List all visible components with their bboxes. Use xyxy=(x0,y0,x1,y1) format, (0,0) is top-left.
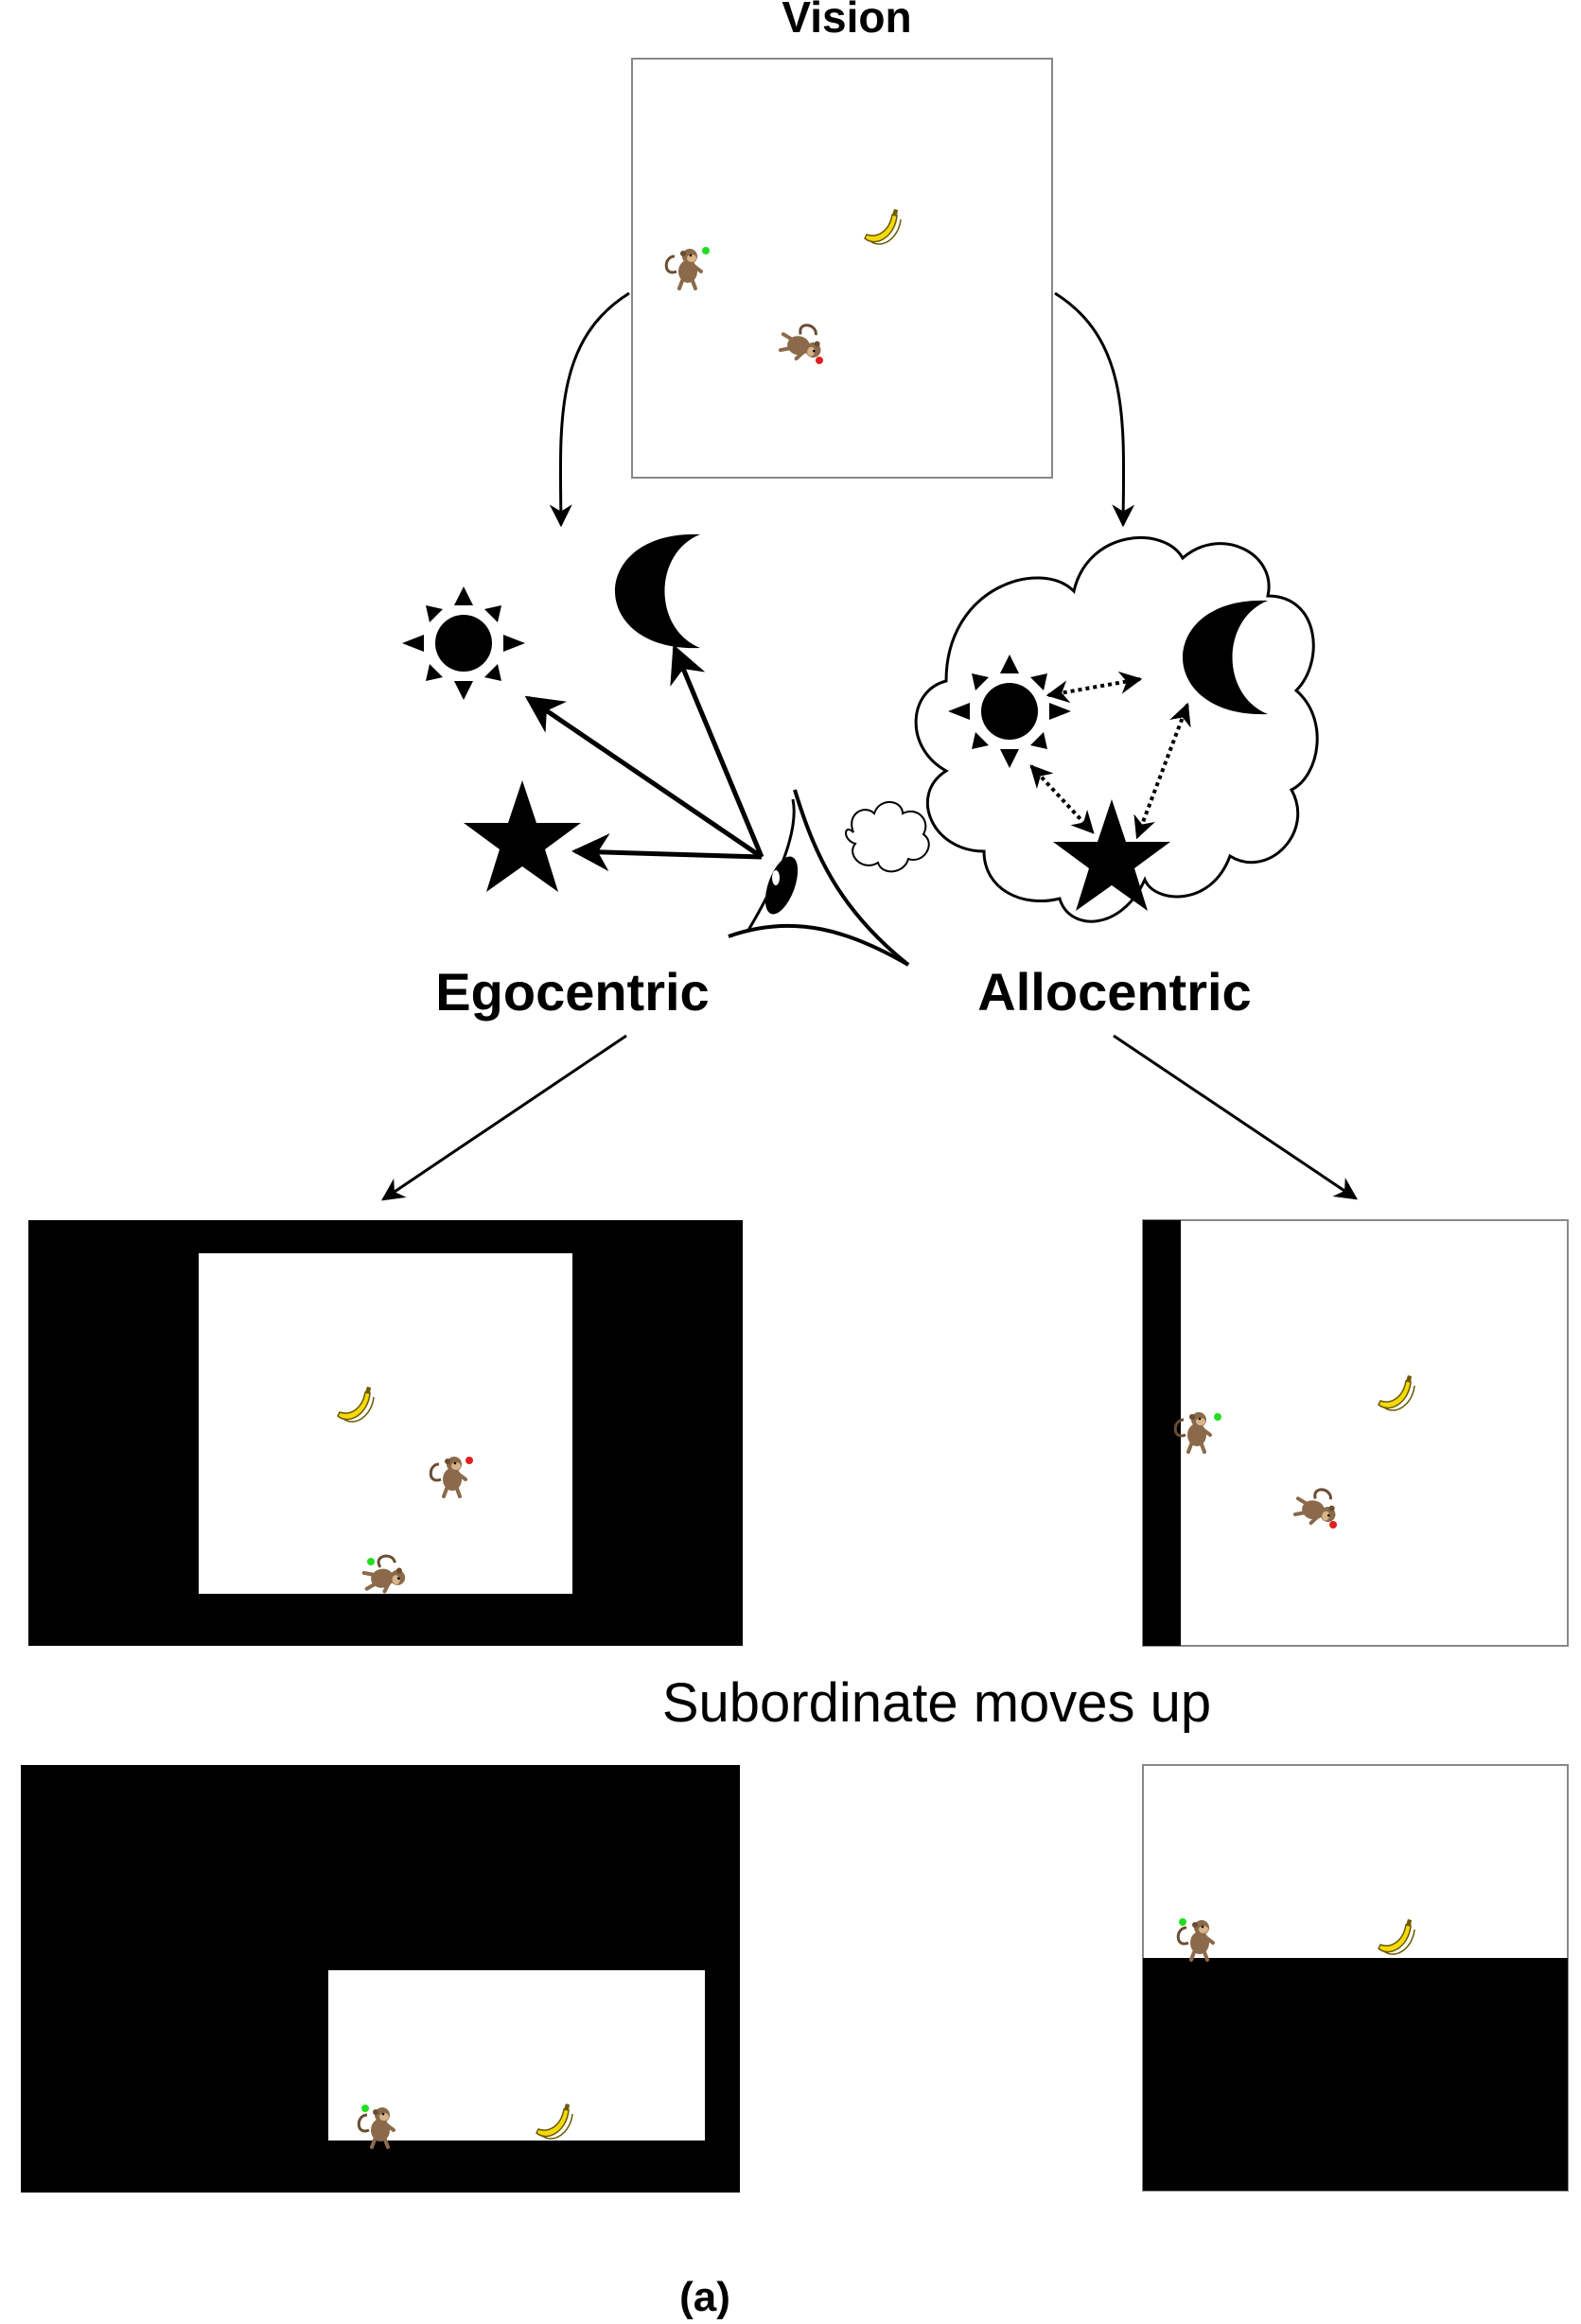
red-marker xyxy=(466,1457,473,1464)
arrow-eye-to-star xyxy=(571,833,763,872)
sun-icon xyxy=(402,586,525,700)
allocentric-cloud xyxy=(914,536,1319,923)
relation-moon-star xyxy=(1133,702,1191,840)
egocentric-label: Egocentric xyxy=(435,962,709,1022)
allocentric-label: Allocentric xyxy=(977,962,1251,1022)
arrow-eye-to-moon xyxy=(670,644,764,858)
vision-panel xyxy=(631,58,1053,479)
red-marker xyxy=(1329,1521,1337,1529)
eye-icon xyxy=(728,789,910,967)
thought-cloud-icon xyxy=(845,801,930,873)
green-marker xyxy=(1214,1413,1221,1421)
allocentric-view-before xyxy=(1142,1219,1569,1647)
moon-icon xyxy=(615,533,700,649)
allocentric-view-after xyxy=(1142,1764,1569,2192)
egocentric-view-before xyxy=(28,1220,743,1646)
egocentric-view-after xyxy=(21,1765,740,2193)
red-marker xyxy=(816,357,823,364)
arrow-vision-to-allocentric xyxy=(1054,291,1135,528)
arrow-eye-to-sun xyxy=(524,695,764,860)
green-marker xyxy=(702,247,710,254)
arrow-allocentric-to-view xyxy=(1113,1034,1358,1200)
green-marker xyxy=(361,2105,369,2112)
star-icon xyxy=(464,780,581,892)
arrow-vision-to-egocentric xyxy=(549,291,630,528)
arrow-egocentric-to-view xyxy=(381,1034,627,1201)
transition-caption: Subordinate moves up xyxy=(662,1672,1211,1734)
vision-title: Vision xyxy=(782,0,911,42)
panel-label: (a) xyxy=(679,2274,730,2320)
green-marker xyxy=(367,1558,375,1565)
green-marker xyxy=(1179,1918,1186,1926)
relation-sun-moon xyxy=(1045,671,1143,704)
